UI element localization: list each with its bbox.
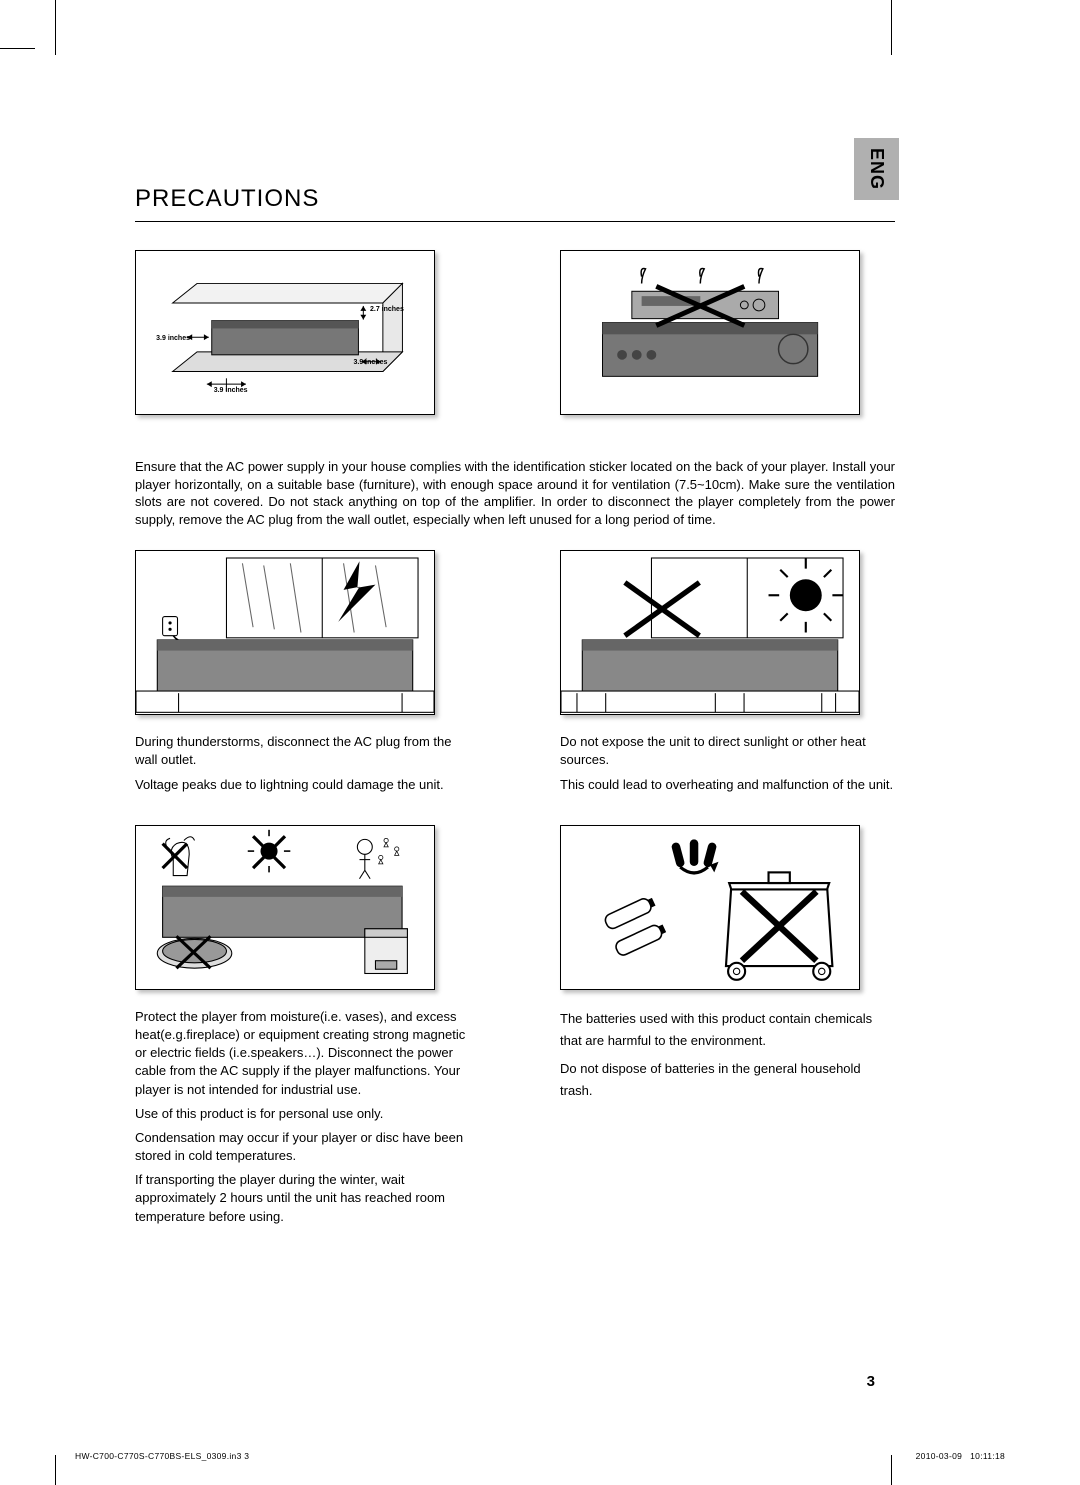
col-sunlight: Do not expose the unit to direct sunligh… (560, 550, 895, 800)
col-thunderstorm: During thunderstorms, disconnect the AC … (135, 550, 470, 800)
col-batteries: The batteries used with this product con… (560, 825, 895, 1232)
caption-moisture-1: Protect the player from moisture(i.e. va… (135, 1008, 470, 1099)
clearance-top: 2.7 inches (370, 306, 404, 313)
caption-moisture-4: If transporting the player during the wi… (135, 1171, 470, 1226)
page-number: 3 (867, 1373, 875, 1390)
footer-datetime: 2010-03-09 10:11:18 (916, 1451, 1005, 1461)
caption-sun-1: Do not expose the unit to direct sunligh… (560, 733, 895, 769)
intro-paragraph: Ensure that the AC power supply in your … (135, 458, 895, 528)
page-content: PRECAUTIONS (135, 185, 895, 1257)
diagram-stacking (560, 250, 860, 415)
caption-moisture-2: Use of this product is for personal use … (135, 1105, 470, 1123)
caption-thunder-1: During thunderstorms, disconnect the AC … (135, 733, 470, 769)
clearance-left: 3.9 inches (156, 335, 190, 342)
caption-thunder-2: Voltage peaks due to lightning could dam… (135, 776, 470, 794)
clearance-right: 3.9 inches (354, 359, 388, 366)
row-bottom: Protect the player from moisture(i.e. va… (135, 825, 895, 1232)
heading-rule (135, 221, 895, 222)
language-label: ENG (866, 148, 887, 190)
row-diagrams-top: 2.7 inches 3.9 inches 3.9 inches 3.9 inc… (135, 250, 895, 433)
diagram-moisture (135, 825, 435, 990)
diagram-thunderstorm (135, 550, 435, 715)
footer-filename: HW-C700-C770S-C770BS-ELS_0309.in3 3 (75, 1451, 249, 1461)
diagram-stacking-col (560, 250, 895, 433)
clearance-bottom: 3.9 inches (214, 387, 248, 394)
col-moisture: Protect the player from moisture(i.e. va… (135, 825, 470, 1232)
footer: HW-C700-C770S-C770BS-ELS_0309.in3 3 2010… (75, 1451, 1005, 1461)
diagram-batteries (560, 825, 860, 990)
caption-battery-2: Do not dispose of batteries in the gener… (560, 1058, 895, 1102)
diagram-ventilation-col: 2.7 inches 3.9 inches 3.9 inches 3.9 inc… (135, 250, 470, 433)
diagram-ventilation: 2.7 inches 3.9 inches 3.9 inches 3.9 inc… (135, 250, 435, 415)
caption-battery-1: The batteries used with this product con… (560, 1008, 895, 1052)
row-middle: During thunderstorms, disconnect the AC … (135, 550, 895, 800)
page-heading: PRECAUTIONS (135, 185, 895, 213)
caption-sun-2: This could lead to overheating and malfu… (560, 776, 895, 794)
caption-moisture-3: Condensation may occur if your player or… (135, 1129, 470, 1165)
diagram-sunlight (560, 550, 860, 715)
